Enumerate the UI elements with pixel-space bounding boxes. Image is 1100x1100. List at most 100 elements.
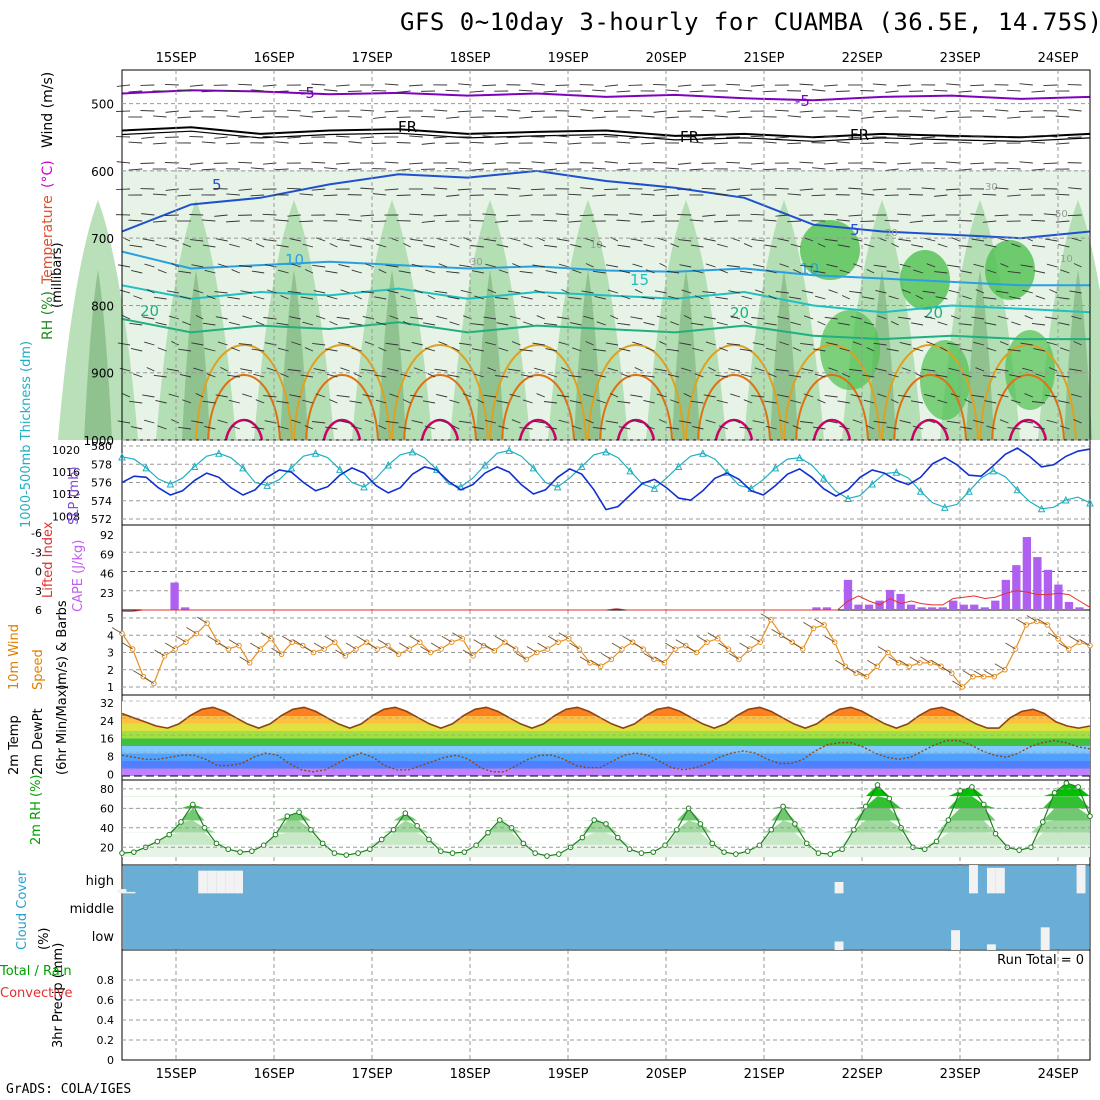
cape-label: CAPE (J/kg) (71, 540, 86, 612)
cape-ytick: 69 (100, 548, 114, 561)
cloud-bar (126, 891, 136, 894)
upper-wind-barb (229, 243, 240, 248)
upper-wind-barb (864, 321, 875, 326)
upper-wind-barb (888, 373, 899, 378)
upper-wind-barb (679, 420, 692, 424)
upper-wind-barb (585, 263, 594, 268)
upper-wind-barb (877, 315, 887, 320)
temp-band (122, 738, 1090, 746)
upper-wind-barb (951, 237, 960, 242)
upper-wind-barb (457, 188, 472, 191)
upper-wind-barb (585, 419, 594, 424)
upper-wind-barb (231, 269, 240, 274)
upper-wind-barb (569, 400, 582, 404)
surface-wind-barb (452, 632, 463, 640)
rh-shade-plume-dark (84, 270, 112, 440)
upper-wind-barb (530, 188, 545, 191)
upper-wind-barb (694, 295, 704, 300)
upper-wind-barb (986, 347, 997, 352)
li-ytick: 0 (35, 566, 42, 579)
rh-point (591, 817, 597, 823)
upper-wind-barb (144, 341, 155, 346)
contour-label: 20 (924, 304, 943, 322)
cape-bar (1001, 579, 1010, 610)
upper-wind-barb (1046, 263, 1058, 268)
upper-wind-barb (921, 187, 936, 190)
upper-wind-barb (291, 419, 301, 424)
upper-wind-barb (779, 263, 789, 268)
cape-bar (812, 607, 821, 610)
upper-wind-barb (913, 269, 924, 274)
isotherm-25 (587, 343, 685, 441)
upper-wind-barb (389, 315, 399, 320)
upper-wind-barb (509, 393, 521, 398)
surface-wind-barb (537, 642, 548, 650)
bottom-date-label: 18SEP (450, 1067, 491, 1082)
temp-band (122, 753, 1090, 761)
upper-wind-barb (654, 368, 667, 372)
upper-wind-barb (255, 399, 265, 404)
cape-bar (991, 600, 1000, 610)
upper-wind-barb (863, 399, 875, 404)
upper-wind-barb (217, 341, 228, 346)
upper-wind-barb (1006, 89, 1021, 92)
upper-wind-barb (561, 289, 570, 294)
surface-wind-barb (867, 659, 878, 667)
upper-wind-barb (523, 243, 533, 248)
rh-point (496, 817, 503, 823)
surface-wind-barb (781, 635, 793, 643)
upper-wind-barb (629, 136, 643, 139)
upper-wind-barb (336, 162, 350, 165)
upper-wind-barb (446, 116, 460, 119)
upper-wind-barb (824, 162, 838, 165)
surface-wind-barb (845, 666, 857, 674)
thickness-point (650, 484, 659, 492)
upper-wind-barb (1024, 315, 1033, 320)
contour-label: 10 (285, 251, 304, 269)
upper-wind-barb (898, 316, 911, 320)
bottom-date-label: 20SEP (646, 1067, 687, 1082)
upper-wind-barb (594, 296, 606, 300)
upper-wind-barb (280, 373, 289, 378)
upper-wind-barb (926, 341, 936, 346)
upper-wind-barb (616, 141, 631, 144)
contour-label: 10 (800, 260, 819, 278)
upper-wind-barb (1035, 295, 1046, 300)
cloud-label-part: Cloud Cover (15, 870, 30, 950)
upper-wind-barb (848, 109, 863, 112)
contour-label: 15 (630, 271, 649, 289)
upper-wind-barb (555, 213, 570, 216)
rh-point (319, 840, 326, 847)
upper-wind-barb (389, 393, 399, 398)
upper-wind-barb (447, 296, 460, 300)
rh-point (378, 836, 385, 843)
upper-wind-barb (995, 368, 1009, 372)
thickness-point (263, 481, 272, 489)
upper-wind-barb (1031, 141, 1046, 144)
thickness-point (214, 449, 223, 457)
precip-panel (121, 949, 1091, 1061)
upper-wind-barb (860, 116, 875, 119)
upper-wind-barb (485, 341, 497, 346)
chart-title: GFS 0~10day 3-hourly for CUAMBA (36.5E, … (400, 8, 1100, 36)
upper-wind-barb (462, 393, 472, 398)
isotherm-25 (979, 343, 1077, 441)
upper-wind-barb (316, 237, 326, 242)
surface-wind-barb (994, 663, 1006, 671)
upper-wind-barb (1071, 315, 1082, 320)
rh-point (308, 826, 314, 833)
upper-wind-barb (165, 110, 179, 113)
isotherm-25 (195, 343, 293, 441)
cape-bar (1033, 557, 1042, 610)
rh-point (697, 821, 704, 827)
cape-bar (180, 607, 190, 610)
upper-wind-barb (449, 399, 460, 404)
upper-wind-barb (1019, 83, 1033, 86)
upper-wind-barb (677, 84, 692, 87)
upper-wind-barb (384, 83, 399, 86)
surface-wind-barb (250, 642, 261, 650)
upper-wind-barb (140, 110, 155, 112)
thickness-point (1061, 495, 1070, 504)
isotherm-25 (391, 343, 489, 441)
upper-wind-barb (324, 426, 338, 430)
